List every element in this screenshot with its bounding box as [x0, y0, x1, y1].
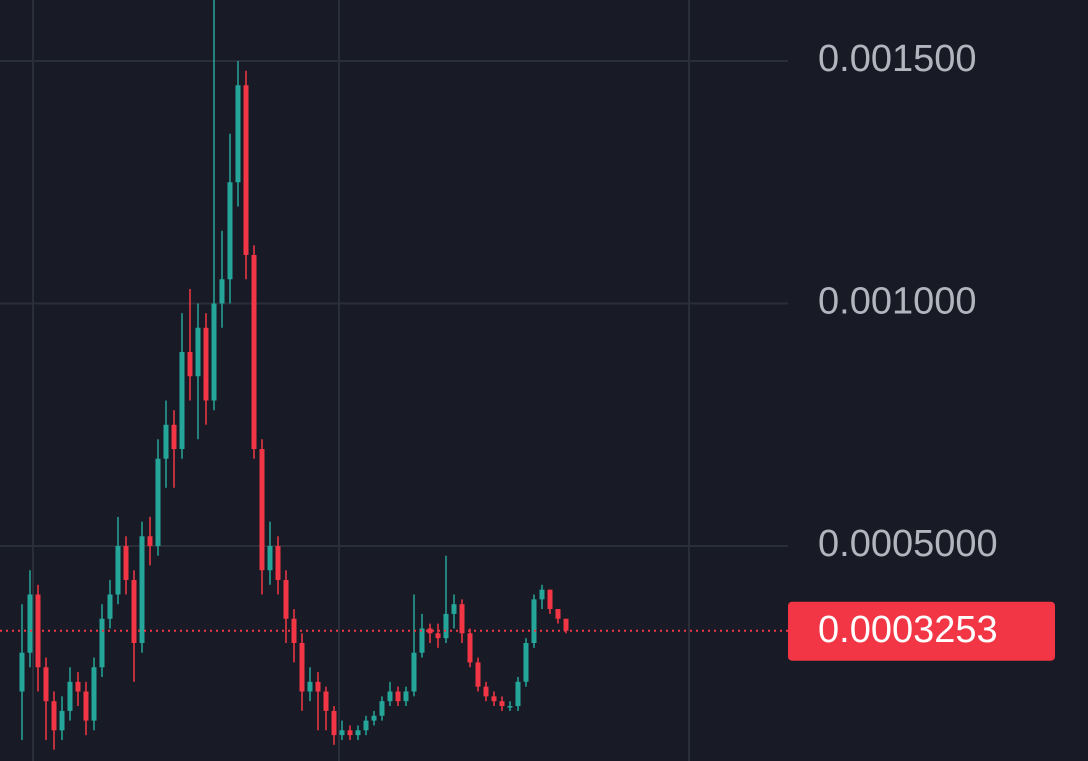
candle-body: [523, 643, 529, 682]
candle-body: [475, 662, 481, 687]
candle-body: [283, 579, 289, 619]
candle-body: [427, 628, 433, 634]
candle-body: [131, 579, 137, 644]
candle-body: [19, 652, 25, 692]
candle-body: [179, 352, 185, 450]
y-tick-label: 0.0005000: [818, 523, 998, 565]
candle-body: [539, 589, 545, 600]
candle-body: [371, 715, 377, 721]
candle-body: [491, 696, 497, 702]
candle-body: [403, 691, 409, 702]
candle-body: [123, 546, 129, 580]
candle-body: [59, 710, 65, 731]
candle-body: [451, 604, 457, 614]
last-price-label: 0.0003253: [818, 609, 998, 651]
candle-body: [163, 424, 169, 459]
candle-body: [187, 352, 193, 377]
candle-body: [155, 458, 161, 547]
candle-body: [387, 691, 393, 702]
candle-body: [107, 594, 113, 619]
candle-body: [251, 255, 257, 450]
candle-body: [331, 710, 337, 736]
candle-body: [563, 618, 569, 631]
candle-body: [195, 327, 201, 377]
candle-body: [515, 681, 521, 707]
candle-body: [91, 667, 97, 721]
candle-body: [235, 85, 241, 183]
y-tick-label: 0.001000: [818, 281, 977, 323]
candle-body: [467, 633, 473, 663]
candle-body: [363, 720, 369, 731]
candle-body: [323, 691, 329, 711]
candle-body: [395, 691, 401, 702]
candle-body: [211, 303, 217, 401]
candle-body: [43, 667, 49, 702]
candle-body: [307, 681, 313, 692]
candle-body: [99, 618, 105, 668]
candle-body: [499, 701, 505, 707]
candle-body: [259, 449, 265, 571]
candle-body: [83, 691, 89, 721]
candle-body: [547, 589, 553, 610]
candle-body: [419, 628, 425, 653]
candle-body: [379, 701, 385, 716]
candle-body: [67, 681, 73, 711]
candle-body: [355, 730, 361, 736]
candle-body: [227, 182, 233, 280]
candle-body: [507, 706, 513, 708]
candle-body: [51, 701, 57, 731]
candle-body: [147, 536, 153, 547]
last-price-box: [788, 601, 1055, 661]
candle-body: [483, 686, 489, 697]
candle-body: [267, 546, 273, 571]
candle-body: [531, 599, 537, 644]
candle-body: [347, 730, 353, 736]
candle-body: [435, 633, 441, 639]
candle-body: [203, 327, 209, 401]
candle-body: [555, 609, 561, 619]
candle-body: [315, 681, 321, 692]
candle-body: [411, 652, 417, 692]
candle-body: [459, 604, 465, 634]
candle-body: [275, 546, 281, 580]
candle-body: [115, 546, 121, 595]
candle-body: [75, 681, 81, 692]
candle-body: [243, 85, 249, 256]
candle-body: [27, 594, 33, 653]
candle-body: [139, 536, 145, 644]
candle-body: [339, 730, 345, 736]
candle-body: [443, 613, 449, 639]
candle-body: [171, 424, 177, 450]
candle-body: [299, 643, 305, 692]
candle-body: [219, 279, 225, 304]
y-tick-label: 0.001500: [818, 38, 977, 80]
